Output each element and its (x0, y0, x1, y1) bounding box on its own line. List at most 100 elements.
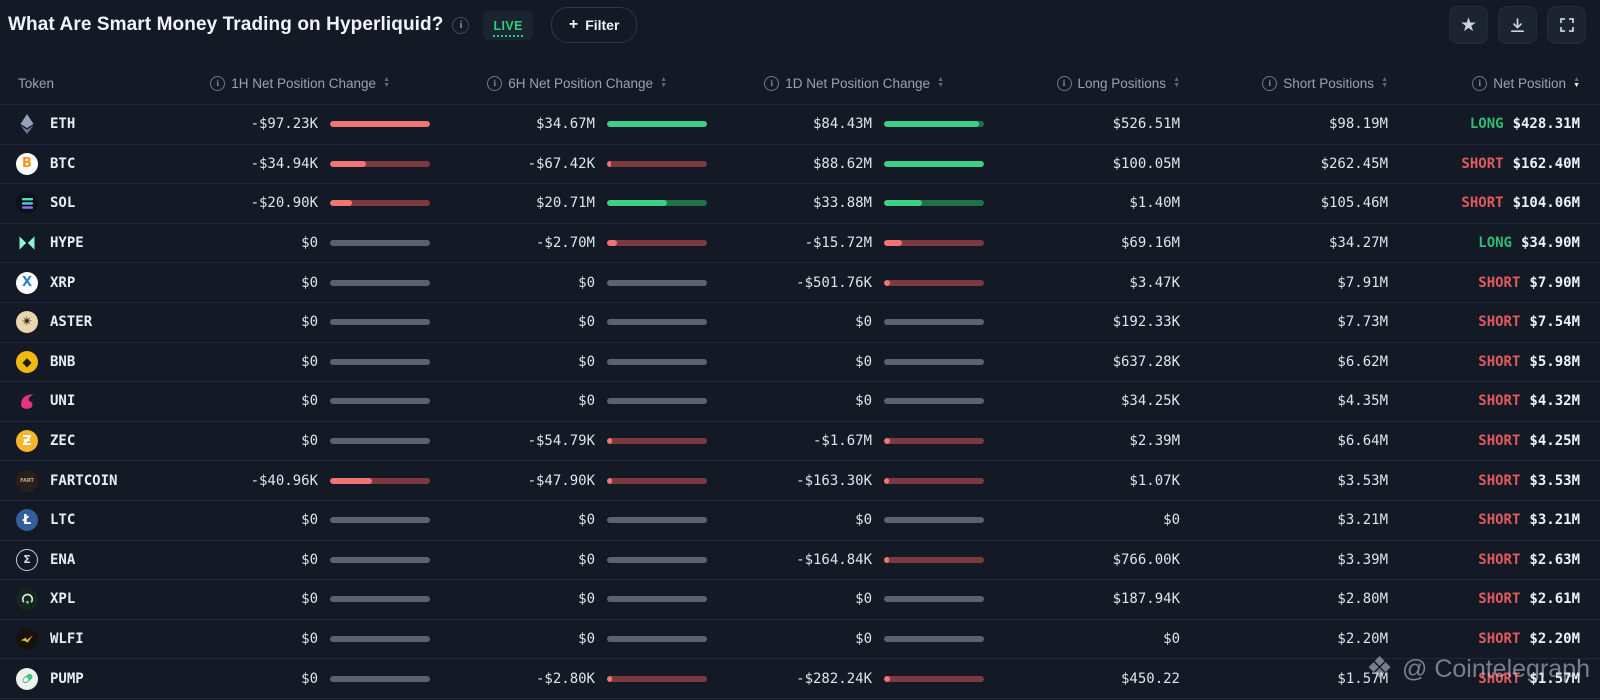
d1-net-position-change-cell: -$282.24K (707, 671, 984, 687)
h1-change-bar (330, 200, 430, 207)
column-header-1h-net-position-change[interactable]: i 1H Net Position Change ▲ ▼ (160, 75, 430, 91)
d1-change-value: -$15.72M (804, 235, 872, 252)
table-row[interactable]: Ƶ ZEC $0 -$54.79K -$1.67M $2.39M $6.64M SHORT $4… (0, 420, 1600, 461)
d1-change-value: $0 (855, 512, 872, 529)
token-cell: XPL (0, 588, 160, 611)
uni-icon (16, 390, 38, 412)
star-icon[interactable]: ★ (1449, 6, 1488, 44)
column-header-1d-net-position-change[interactable]: i 1D Net Position Change ▲ ▼ (707, 75, 984, 91)
h1-change-value: $0 (301, 353, 318, 370)
title-info-icon[interactable]: i (452, 16, 470, 34)
net-position-value: $2.20M (1529, 631, 1580, 648)
table-row[interactable]: HYPE $0 -$2.70M -$15.72M $69.16M $34.27M LONG $… (0, 222, 1600, 263)
table-row[interactable]: Ł LTC $0 $0 $0 $0 $3.21M SHORT $3.21M (0, 499, 1600, 540)
bnb-icon: ◆ (16, 350, 38, 373)
h6-net-position-change-cell: $0 (430, 393, 707, 409)
column-info-icon[interactable]: i (764, 75, 780, 91)
net-position-side-badge: SHORT (1478, 353, 1521, 370)
column-info-icon[interactable]: i (210, 75, 226, 91)
sort-up-icon: ▲ (1173, 76, 1180, 83)
net-position-side-badge: SHORT (1461, 155, 1504, 172)
h6-change-value: $0 (578, 353, 595, 370)
net-position-side-badge: SHORT (1478, 274, 1521, 291)
column-info-icon[interactable]: i (1056, 75, 1072, 91)
net-position-value: $3.21M (1529, 512, 1580, 529)
h1-change-bar (330, 675, 430, 682)
xrp-icon: X (16, 271, 38, 294)
token-label: ENA (50, 551, 76, 568)
h1-net-position-change-cell: $0 (160, 275, 430, 291)
short-positions-value: $7.91M (1337, 274, 1388, 291)
h1-net-position-change-cell: -$40.96K (160, 473, 430, 489)
net-position-side-badge: LONG (1469, 116, 1504, 133)
short-positions-value: $1.57M (1337, 670, 1388, 687)
fartcoin-icon: FART (16, 469, 38, 492)
net-position-cell: SHORT $4.32M (1388, 393, 1580, 409)
filter-button[interactable]: + Filter (550, 7, 638, 43)
table-row[interactable]: ✴ ASTER $0 $0 $0 $192.33K $7.73M SHORT $7.54M (0, 301, 1600, 342)
h1-net-position-change-cell: -$97.23K (160, 116, 430, 132)
net-position-cell: SHORT $5.98M (1388, 354, 1580, 370)
token-label: ZEC (50, 433, 76, 450)
net-position-side-badge: SHORT (1478, 512, 1521, 529)
h1-change-bar (330, 121, 430, 128)
table-row[interactable]: WLFI $0 $0 $0 $0 $2.20M SHORT $2.20M (0, 618, 1600, 659)
column-info-icon[interactable]: i (487, 75, 503, 91)
d1-change-bar (884, 121, 984, 128)
table-row[interactable]: ◆ BNB $0 $0 $0 $637.28K $6.62M SHORT $5.98M (0, 341, 1600, 382)
h6-net-position-change-cell: $34.67M (430, 116, 707, 132)
net-position-side-badge: SHORT (1461, 195, 1504, 212)
table-row[interactable]: XPL $0 $0 $0 $187.94K $2.80M SHORT $2.61M (0, 579, 1600, 619)
token-label: HYPE (50, 235, 84, 252)
long-positions-value: $766.00K (1112, 551, 1180, 568)
sort-arrows-icon[interactable]: ▲ ▼ (937, 76, 944, 89)
ltc-icon: Ł (16, 509, 38, 532)
column-header-short-positions[interactable]: i Short Positions ▲ ▼ (1180, 75, 1388, 91)
h1-change-bar (330, 556, 430, 563)
token-label: WLFI (50, 631, 84, 648)
short-positions-value: $105.46M (1320, 195, 1388, 212)
long-positions-value: $100.05M (1112, 155, 1180, 172)
token-label: UNI (50, 393, 76, 410)
table-row[interactable]: FART FARTCOIN -$40.96K -$47.90K -$163.30K $1.… (0, 460, 1600, 500)
table-row[interactable]: Σ ENA $0 $0 -$164.84K $766.00K $3.39M SHORT $2.6… (0, 539, 1600, 580)
h6-change-value: $20.71M (535, 195, 595, 212)
h6-net-position-change-cell: $0 (430, 275, 707, 291)
h1-change-value: $0 (301, 235, 318, 252)
h6-change-value: $0 (578, 274, 595, 291)
download-icon[interactable] (1498, 6, 1537, 44)
column-info-icon[interactable]: i (1262, 75, 1278, 91)
h1-change-bar (330, 438, 430, 445)
table-row[interactable]: SOL -$20.90K $20.71M $33.88M $1.40M $105.46M S… (0, 183, 1600, 223)
sort-arrows-icon[interactable]: ▲ ▼ (660, 76, 667, 89)
sort-arrows-icon[interactable]: ▲ ▼ (1573, 76, 1580, 89)
net-position-cell: SHORT $7.54M (1388, 314, 1580, 330)
column-header-net-position[interactable]: i Net Position ▲ ▼ (1388, 75, 1580, 91)
h6-net-position-change-cell: -$54.79K (430, 433, 707, 449)
long-positions-value: $192.33K (1112, 314, 1180, 331)
table-row[interactable]: PUMP $0 -$2.80K -$282.24K $450.22 $1.57M SHORT… (0, 658, 1600, 699)
sort-arrows-icon[interactable]: ▲ ▼ (383, 76, 390, 89)
h1-change-value: $0 (301, 433, 318, 450)
table-row[interactable]: X XRP $0 $0 -$501.76K $3.47K $7.91M SHORT $7.90M (0, 262, 1600, 302)
table-row[interactable]: ETH -$97.23K $34.67M $84.43M $526.51M $98.19M… (0, 104, 1600, 144)
sort-arrows-icon[interactable]: ▲ ▼ (1381, 76, 1388, 89)
long-positions-value: $34.25K (1120, 393, 1180, 410)
h6-change-bar (607, 556, 707, 563)
table-row[interactable]: UNI $0 $0 $0 $34.25K $4.35M SHORT $4.32M (0, 381, 1600, 421)
sort-down-icon: ▼ (1381, 82, 1388, 89)
sort-arrows-icon[interactable]: ▲ ▼ (1173, 76, 1180, 89)
token-cell: PUMP (0, 667, 160, 690)
token-label: PUMP (50, 670, 84, 687)
fullscreen-icon[interactable] (1547, 6, 1586, 44)
table-row[interactable]: B BTC -$34.94K -$67.42K $88.62M $100.05M $262.… (0, 143, 1600, 184)
column-header-long-positions[interactable]: i Long Positions ▲ ▼ (984, 75, 1180, 91)
column-info-icon[interactable]: i (1472, 75, 1488, 91)
short-positions-value: $6.64M (1337, 433, 1388, 450)
long-positions-value: $69.16M (1120, 235, 1180, 252)
h6-net-position-change-cell: $0 (430, 591, 707, 607)
column-header-6h-net-position-change[interactable]: i 6H Net Position Change ▲ ▼ (430, 75, 707, 91)
h1-change-bar (330, 398, 430, 405)
h6-change-value: -$2.70M (535, 235, 595, 252)
toolbar-actions: ★ (1449, 6, 1586, 44)
